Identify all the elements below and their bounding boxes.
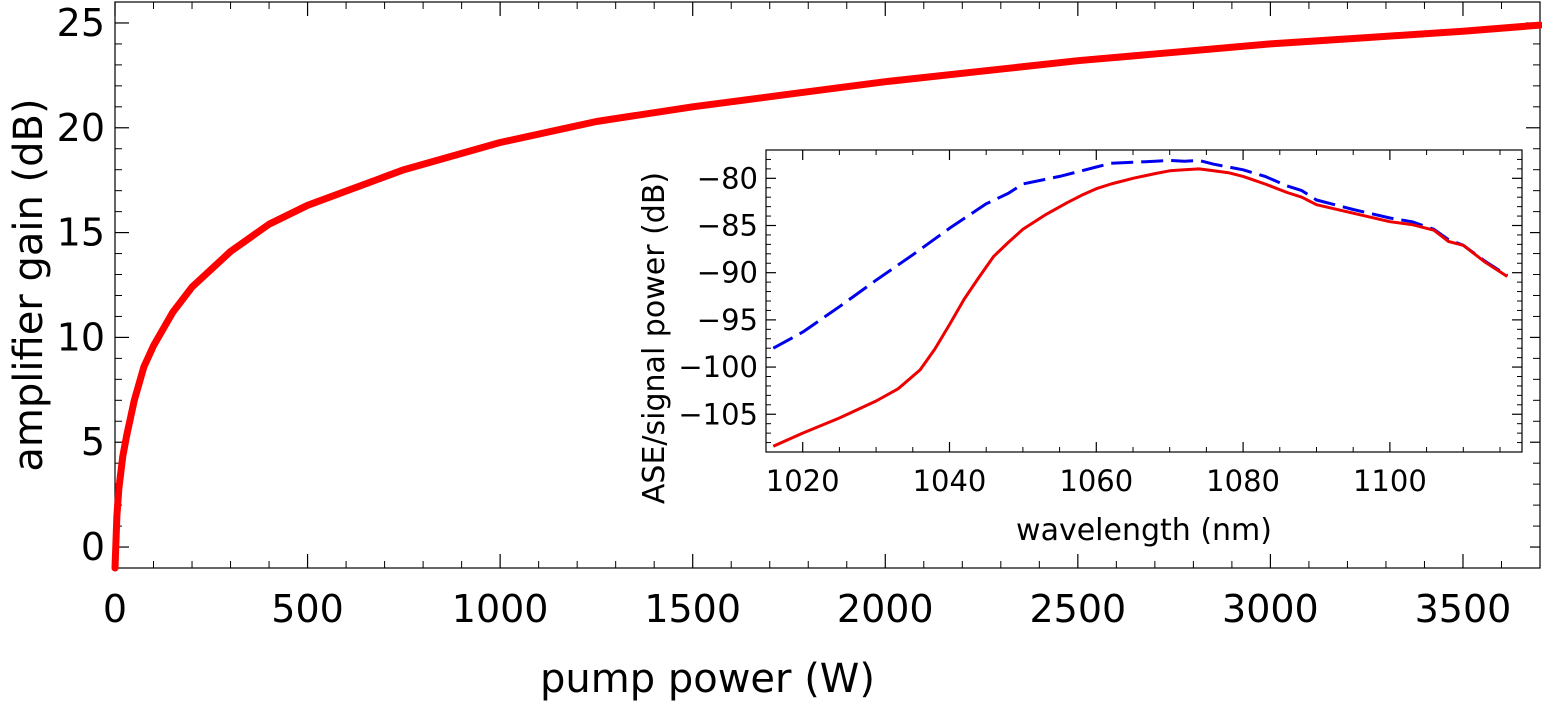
main-x-tick-label: 1500 xyxy=(644,587,741,631)
inset-x-tick-label: 1060 xyxy=(1059,464,1133,498)
inset-x-tick-label: 1040 xyxy=(913,464,987,498)
inset-ase-dashed-series-line xyxy=(772,158,1509,350)
inset-background xyxy=(620,140,1530,548)
main-plot-frame xyxy=(114,1,1541,569)
inset-x-tick-label: 1020 xyxy=(766,464,840,498)
inset-y-tick-label: −95 xyxy=(697,303,758,337)
main-y-tick-label: 25 xyxy=(57,1,105,45)
inset-ase-solid-series-line xyxy=(772,167,1509,448)
main-y-tick-label: 20 xyxy=(57,106,105,150)
main-plot: 0 500 1000 1500 2000 2500 3000 3500 0 5 10 15 20 25 pu… xyxy=(6,1,1542,702)
inset-x-tick-label: 1080 xyxy=(1206,464,1280,498)
main-y-tick-label: 15 xyxy=(57,211,105,255)
main-y-tick-label: 0 xyxy=(81,525,105,569)
inset-y-tick-label: −105 xyxy=(678,397,758,431)
inset-y-tick-label: −85 xyxy=(697,209,758,243)
main-x-tick-label: 3500 xyxy=(1415,587,1512,631)
main-x-tick-label: 3000 xyxy=(1222,587,1319,631)
main-x-tick-label: 2500 xyxy=(1029,587,1126,631)
inset-y-tick-label: −100 xyxy=(678,350,758,384)
inset-y-tick-label: −90 xyxy=(697,256,758,290)
inset-y-tick-label: −80 xyxy=(697,161,758,195)
main-x-tick-label: 500 xyxy=(271,587,344,631)
main-x-tick-label: 1000 xyxy=(452,587,549,631)
main-y-axis-label: amplifier gain (dB) xyxy=(6,98,52,471)
inset-y-axis-label: ASE/signal power (dB) xyxy=(637,172,672,504)
main-y-tick-label: 5 xyxy=(81,420,105,464)
main-x-tick-label: 0 xyxy=(103,587,127,631)
inset-x-axis-label: wavelength (nm) xyxy=(1016,513,1272,548)
main-y-tick-label: 10 xyxy=(57,315,105,359)
inset-x-tick-label: 1100 xyxy=(1353,464,1427,498)
main-x-tick-label: 2000 xyxy=(837,587,934,631)
main-gain-series-line xyxy=(111,21,1542,572)
main-x-axis-label: pump power (W) xyxy=(540,656,875,702)
inset-plot: 1020 1040 1060 1080 1100 −80 −85 −90 −95 −100 −105… xyxy=(620,140,1530,548)
